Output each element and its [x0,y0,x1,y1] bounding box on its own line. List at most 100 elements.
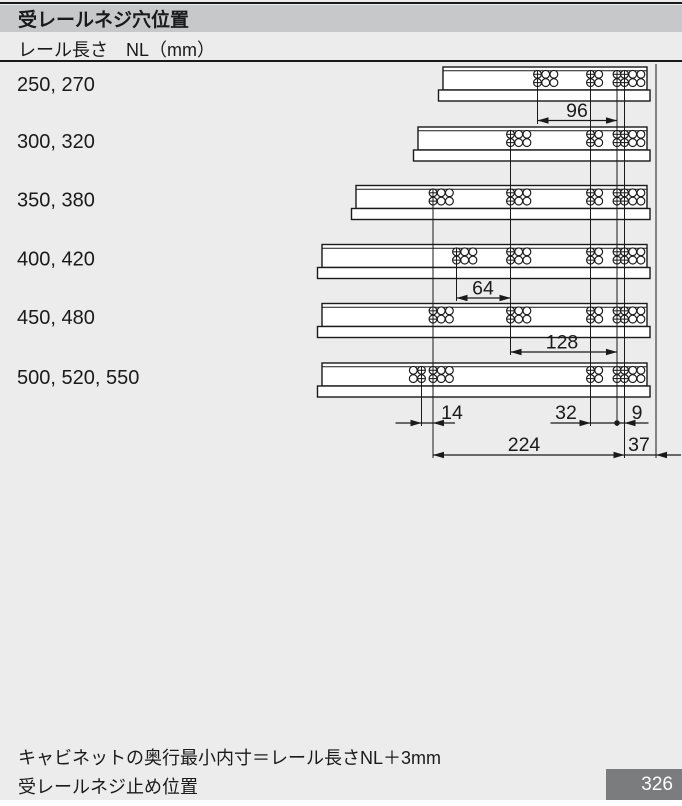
plain-hole [514,255,524,265]
rail-length-heading: レール長さ NL（mm） [18,40,215,60]
plain-hole [514,129,524,139]
plain-hole [628,306,638,316]
plain-hole [408,374,418,384]
dimension-label-9: 9 [632,402,643,424]
plain-hole [594,306,604,316]
plain-hole [628,365,638,375]
plain-hole [514,247,524,257]
plain-hole [514,188,524,198]
plain-hole [628,255,638,265]
plain-hole [628,138,638,148]
plain-hole [436,196,446,206]
footer-note: キャビネットの奥行最小内寸＝レール長さNL＋3mm [18,748,442,768]
plain-hole [444,314,454,324]
plain-hole [594,196,604,206]
plain-hole [636,306,646,316]
top-rule [0,2,682,5]
page-number-box: 326 [606,769,682,800]
plain-hole [436,365,446,375]
plain-hole [628,196,638,206]
rail-flange [316,325,651,339]
plain-hole [408,365,418,375]
plain-hole [636,255,646,265]
plain-hole [549,78,559,88]
section-title-bar: 受レールネジ穴位置 [0,4,682,32]
plain-hole [541,78,551,88]
rail-length-label: 350, 380 [17,190,95,212]
plain-hole [636,69,646,79]
rail-flange [412,149,651,162]
plain-hole [636,129,646,139]
plain-hole [522,247,532,257]
plain-hole [594,365,604,375]
plain-hole [514,314,524,324]
plain-hole [636,374,646,384]
plain-hole [436,314,446,324]
rail-length-label: 300, 320 [17,131,95,153]
rail-length-label: 400, 420 [17,249,95,271]
plain-hole [436,306,446,316]
plain-hole [468,247,478,257]
plain-hole [594,129,604,139]
rail-hole-position-diagram: 96 64 128 14 32 9 224 37 250, 270 300, 320 350, 38… [17,64,681,459]
rail-flange [316,385,651,398]
dimension-label-64: 64 [472,278,494,300]
dimension-label-37: 37 [628,434,650,456]
plain-hole [594,314,604,324]
dimension-label-224: 224 [508,434,541,456]
plain-hole [594,188,604,198]
page-number: 326 [641,773,673,795]
rail-length-label: 250, 270 [17,74,95,96]
plain-hole [549,69,559,79]
plain-hole [522,314,532,324]
plain-hole [594,255,604,265]
plain-hole [460,247,470,257]
bottom-margin [0,800,682,806]
plain-hole [444,365,454,375]
plain-hole [594,78,604,88]
rail-flange [437,89,651,102]
plain-hole [636,138,646,148]
rail-flange [350,207,651,221]
rail-flange [316,266,651,280]
plain-hole [628,69,638,79]
plain-hole [636,188,646,198]
plain-hole [636,247,646,257]
plain-hole [444,306,454,316]
plain-hole [522,129,532,139]
plain-hole [628,129,638,139]
plain-hole [436,374,446,384]
plain-hole [444,188,454,198]
dimension-label-32: 32 [555,402,577,424]
plain-hole [444,196,454,206]
plain-hole [522,306,532,316]
plain-hole [541,69,551,79]
plain-hole [594,138,604,148]
dimension-label-96: 96 [566,100,588,122]
plain-hole [514,138,524,148]
rail-length-label: 450, 480 [17,307,95,329]
rail-length-label: 500, 520, 550 [17,367,139,389]
plain-hole [436,188,446,198]
plain-hole [514,196,524,206]
plain-hole [636,314,646,324]
plain-hole [522,196,532,206]
plain-hole [594,374,604,384]
plain-hole [522,188,532,198]
plain-hole [594,247,604,257]
plain-hole [628,247,638,257]
plain-hole [636,78,646,88]
plain-hole [522,255,532,265]
section-title: 受レールネジ穴位置 [18,9,190,31]
plain-hole [594,69,604,79]
footer-label: 受レールネジ止め位置 [18,777,198,797]
plain-hole [628,314,638,324]
dimension-label-128: 128 [546,332,579,354]
plain-hole [636,196,646,206]
plain-hole [522,138,532,148]
plain-hole [444,374,454,384]
dimension-label-14: 14 [441,402,463,424]
plain-hole [514,306,524,316]
header-rule [0,60,682,63]
